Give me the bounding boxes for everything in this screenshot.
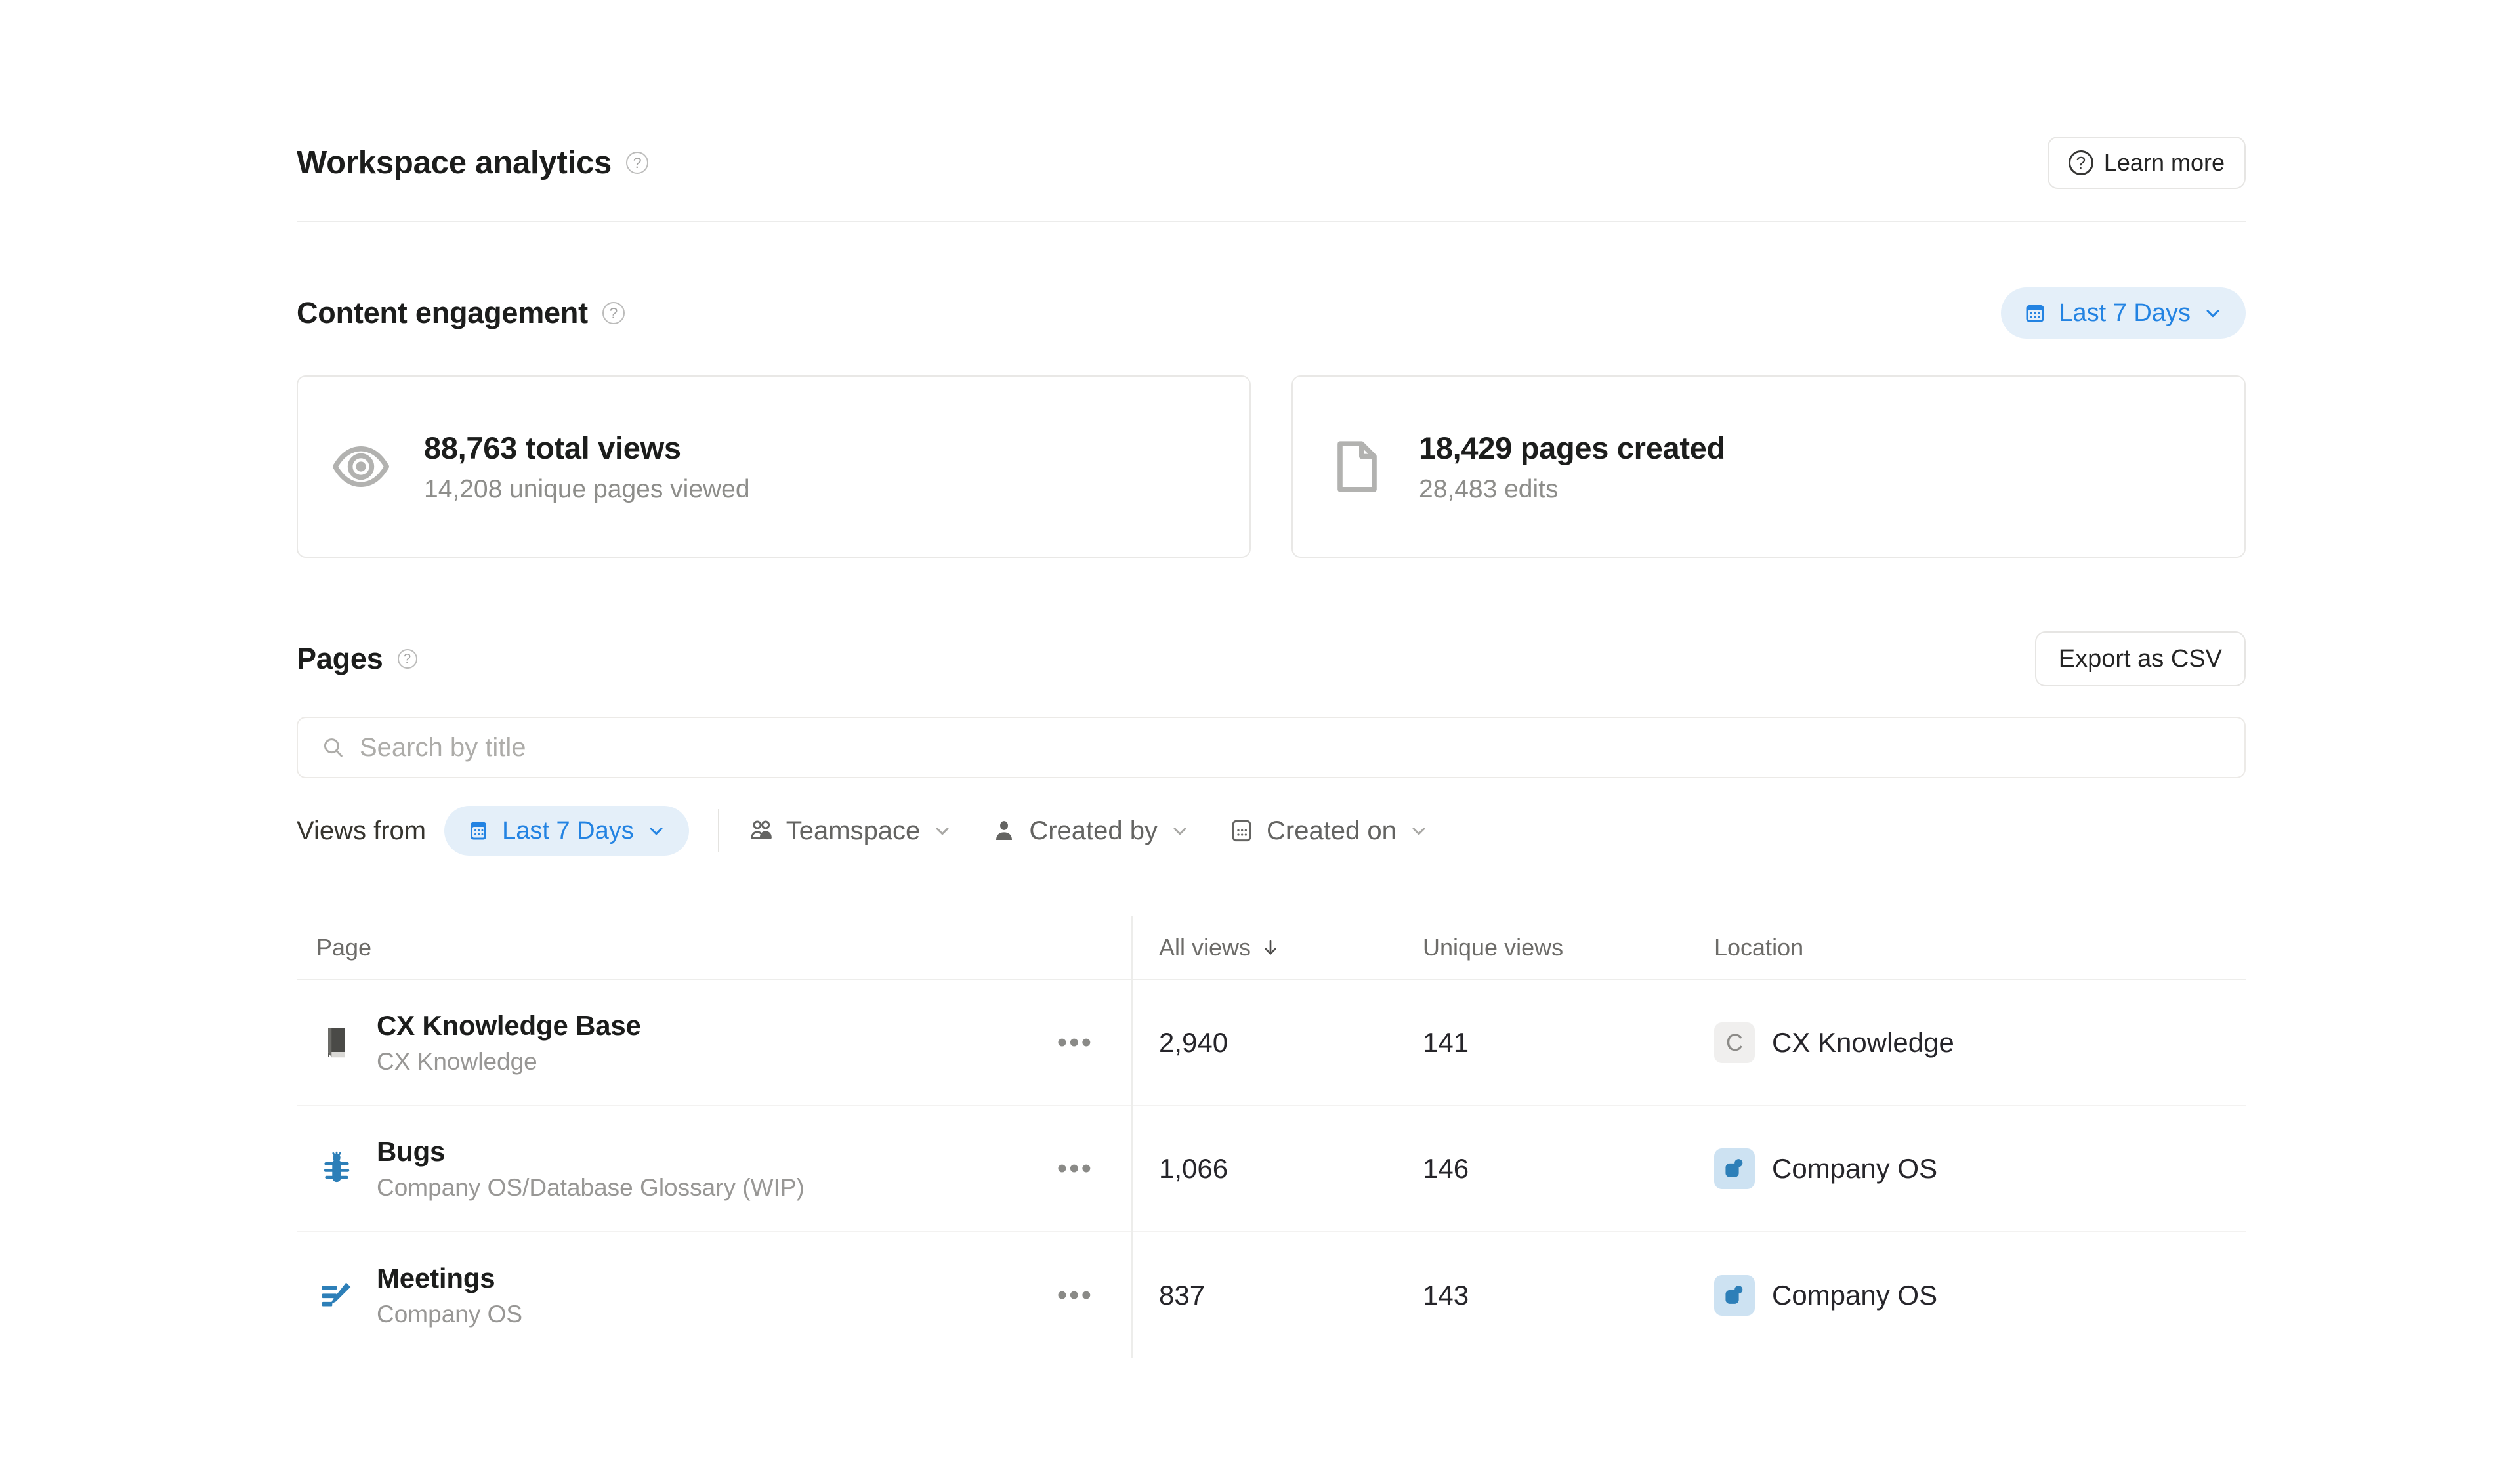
content-engagement-title: Content engagement (297, 296, 588, 329)
chevron-down-icon (2206, 310, 2219, 318)
ellipsis-icon[interactable]: ••• (1057, 1279, 1093, 1311)
calendar-icon (471, 822, 487, 840)
views-from-date-label: Last 7 Days (502, 816, 634, 845)
stat-card-total-views: 88,763 total views 14,208 unique pages v… (297, 375, 1251, 558)
row-location: Company OS (1714, 1275, 2246, 1316)
header-divider (297, 220, 2246, 222)
row-page-path: CX Knowledge (377, 1048, 537, 1075)
column-header-location[interactable]: Location (1714, 934, 1804, 961)
chevron-down-icon (650, 828, 663, 835)
row-all-views: 1,066 (1159, 1153, 1228, 1184)
row-unique-views: 141 (1423, 1027, 1469, 1058)
row-page-title: Meetings (377, 1263, 495, 1293)
row-location: C CX Knowledge (1714, 1022, 2246, 1063)
location-avatar (1714, 1148, 1755, 1189)
column-header-all-views[interactable]: All views (1131, 934, 1423, 961)
filter-created-on[interactable]: Created on (1228, 816, 1429, 846)
row-page-text: Bugs Company OS/Database Glossary (WIP) (377, 1136, 805, 1202)
stat-card-pages-created: 18,429 pages created 28,483 edits (1292, 375, 2246, 558)
filter-teamspace[interactable]: Teamspace (748, 816, 954, 846)
filter-teamspace-label: Teamspace (786, 816, 921, 845)
stat-sub-value: 28,483 edits (1419, 474, 1559, 503)
stat-main-value: 18,429 pages created (1419, 430, 1725, 465)
export-csv-button[interactable]: Export as CSV (2034, 631, 2246, 686)
chevron-down-icon (1412, 828, 1425, 835)
row-page-path: Company OS (377, 1301, 523, 1328)
table-row[interactable]: CX Knowledge Base CX Knowledge ••• 2,940… (297, 980, 2246, 1106)
row-all-views: 2,940 (1159, 1027, 1228, 1058)
views-from-label: Views from (297, 816, 427, 845)
views-from-date-filter[interactable]: Last 7 Days (444, 806, 689, 856)
pages-header: Pages ? Export as CSV (297, 631, 2246, 686)
chevron-down-icon (936, 828, 949, 835)
table-column-divider (1131, 916, 1133, 1358)
column-header-page[interactable]: Page (316, 934, 372, 961)
page-title: Workspace analytics (297, 145, 612, 180)
document-icon (1337, 441, 1377, 492)
row-page-cell: Bugs Company OS/Database Glossary (WIP) … (297, 1136, 1131, 1202)
location-avatar (1714, 1275, 1755, 1316)
pages-title: Pages (297, 642, 383, 675)
pages-table: Page All views Unique views Location CX … (297, 916, 2246, 1358)
company-os-glyph-icon (1725, 1286, 1743, 1304)
row-page-cell: CX Knowledge Base CX Knowledge ••• (297, 1010, 1131, 1076)
calendar-icon (1232, 820, 1251, 842)
learn-more-label: Learn more (2103, 149, 2225, 176)
ellipsis-icon[interactable]: ••• (1057, 1026, 1093, 1059)
row-all-views: 837 (1159, 1280, 1206, 1311)
question-circle-icon[interactable]: ? (602, 302, 625, 324)
location-label: Company OS (1772, 1153, 1938, 1184)
stat-card-text: 88,763 total views 14,208 unique pages v… (424, 430, 750, 504)
learn-more-button[interactable]: ? Learn more (2047, 136, 2246, 189)
filter-created-on-label: Created on (1266, 816, 1396, 845)
filter-separator (717, 809, 719, 852)
row-page-text: Meetings Company OS (377, 1263, 522, 1328)
company-os-glyph-icon (1725, 1159, 1743, 1177)
people-icon (751, 820, 772, 839)
person-icon (996, 821, 1013, 840)
date-filter-label: Last 7 Days (2059, 299, 2191, 327)
location-avatar: C (1714, 1022, 1755, 1063)
row-page-text: CX Knowledge Base CX Knowledge (377, 1010, 641, 1076)
stat-main-value: 88,763 total views (424, 430, 681, 465)
chevron-down-icon (1173, 828, 1186, 835)
search-input[interactable]: Search by title (297, 717, 2246, 778)
filter-created-by[interactable]: Created by (991, 816, 1190, 846)
search-icon (324, 738, 343, 757)
ellipsis-icon[interactable]: ••• (1057, 1152, 1093, 1185)
question-circle-icon[interactable]: ? (626, 152, 649, 174)
row-page-title: CX Knowledge Base (377, 1010, 641, 1041)
content-engagement-date-filter[interactable]: Last 7 Days (2001, 287, 2246, 339)
calendar-icon (2026, 305, 2044, 322)
content-engagement-header: Content engagement ? Last 7 Days (297, 287, 2246, 339)
stat-sub-value: 14,208 unique pages viewed (424, 474, 750, 503)
filter-bar: Views from Last 7 Days Teamspace (297, 806, 2246, 856)
table-row[interactable]: Meetings Company OS ••• 837 143 Company … (297, 1232, 2246, 1358)
table-row[interactable]: Bugs Company OS/Database Glossary (WIP) … (297, 1106, 2246, 1232)
stat-card-list: 88,763 total views 14,208 unique pages v… (297, 375, 2246, 558)
question-circle-icon: ? (2068, 150, 2093, 175)
location-label: CX Knowledge (1772, 1027, 1954, 1058)
column-header-all-views-label: All views (1159, 934, 1251, 961)
memo-icon (322, 1282, 351, 1307)
arrow-down-icon (1265, 940, 1276, 955)
row-unique-views: 146 (1423, 1153, 1469, 1184)
workspace-analytics-header: Workspace analytics ? ? Learn more (297, 0, 2246, 189)
row-page-path: Company OS/Database Glossary (WIP) (377, 1174, 805, 1201)
column-header-unique-views[interactable]: Unique views (1423, 934, 1564, 961)
question-circle-icon[interactable]: ? (397, 649, 417, 669)
eye-icon (333, 446, 389, 487)
notebook-icon (328, 1028, 345, 1058)
stat-card-text: 18,429 pages created 28,483 edits (1419, 430, 1725, 504)
filter-created-by-label: Created by (1029, 816, 1158, 845)
bug-icon (324, 1151, 350, 1183)
row-location: Company OS (1714, 1148, 2246, 1189)
row-page-title: Bugs (377, 1136, 446, 1167)
search-placeholder: Search by title (360, 732, 526, 762)
row-unique-views: 143 (1423, 1280, 1469, 1311)
location-label: Company OS (1772, 1280, 1938, 1311)
table-header-row: Page All views Unique views Location (297, 916, 2246, 980)
row-page-cell: Meetings Company OS ••• (297, 1263, 1131, 1328)
